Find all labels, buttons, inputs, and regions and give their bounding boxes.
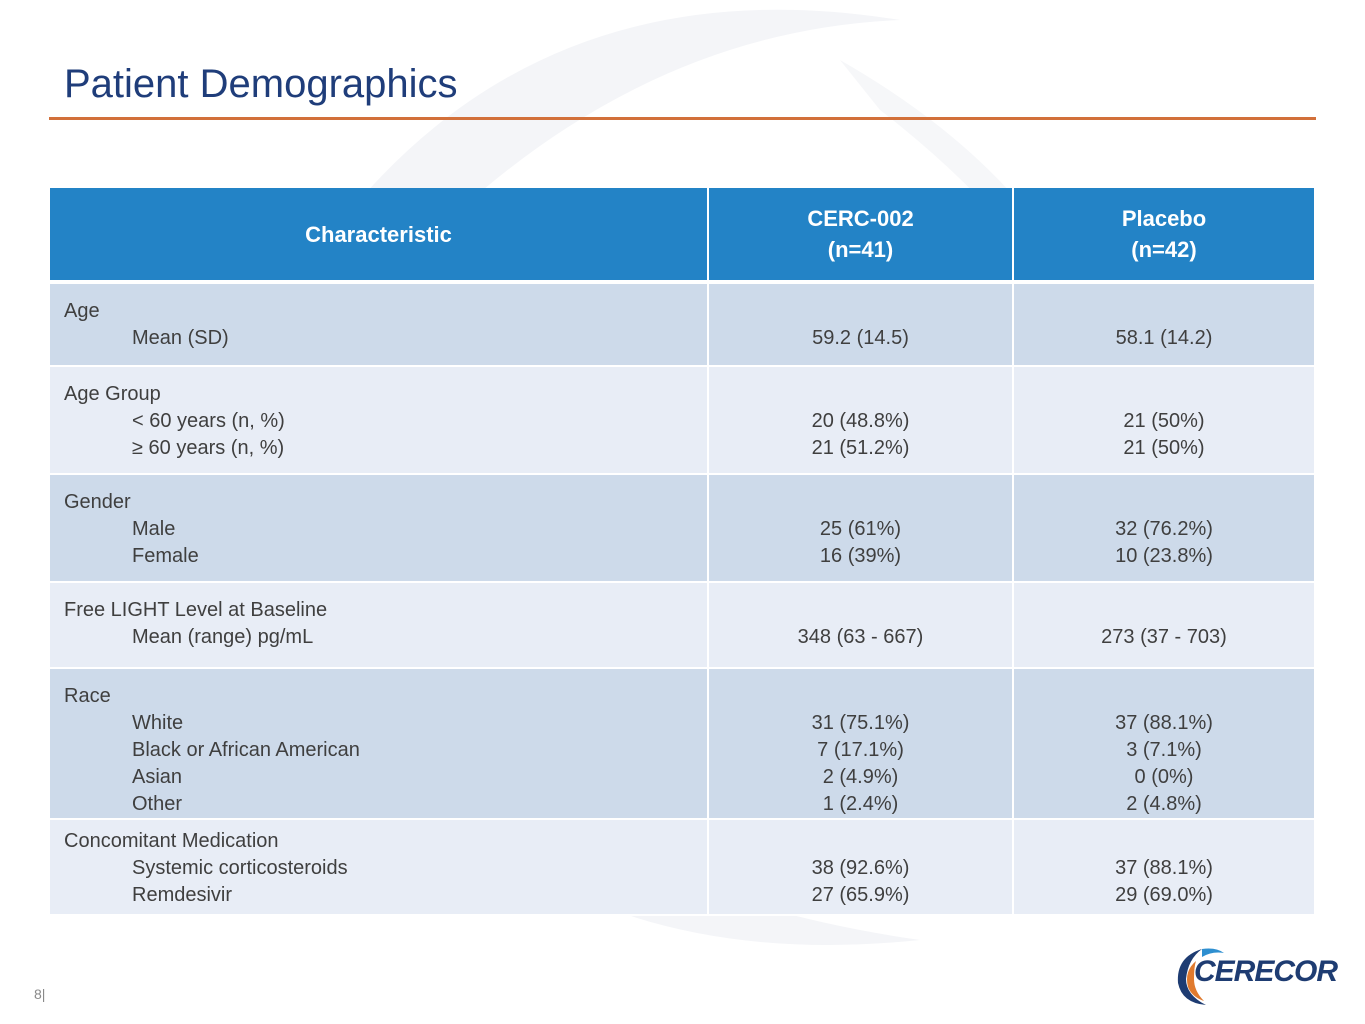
logo-swoosh-icon [1177,948,1224,1005]
category-label: Age Group [64,383,161,405]
characteristic-cell: Concomitant Medication Systemic corticos… [50,819,709,916]
placebo-value-cell: 58.1 (14.2) [1013,282,1314,367]
placebo-value: 21 (50%) [1123,437,1205,459]
table-row-age: Age Mean (SD) 59.2 (14.5) 58.1 (14.2) [50,282,1314,367]
table-row-concomitant-medication: Concomitant Medication Systemic corticos… [50,819,1314,916]
characteristic-cell: Gender Male Female [50,474,709,583]
characteristic-cell: Age Group < 60 years (n, %) ≥ 60 years (… [50,366,709,475]
placebo-value: 37 (88.1%) [1115,712,1213,734]
cerc-value-cell: 31 (75.1%) 7 (17.1%) 2 (4.9%) 1 (2.4%) [708,668,1014,820]
characteristic-cell: Race White Black or African American Asi… [50,668,709,820]
cerc-value: 25 (61%) [819,518,902,540]
placebo-value: 37 (88.1%) [1115,857,1213,879]
cerc-value: 7 (17.1%) [817,739,904,761]
cerc-value: 59.2 (14.5) [812,327,909,349]
characteristic-cell: Free LIGHT Level at Baseline Mean (range… [50,582,709,669]
item-label: Remdesivir [132,884,233,906]
placebo-value: 32 (76.2%) [1115,518,1213,540]
placebo-value: 21 (50%) [1123,410,1205,432]
category-label: Free LIGHT Level at Baseline [64,599,328,621]
item-label: Mean (range) pg/mL [132,626,314,648]
cerc-value: 21 (51.2%) [811,437,910,459]
placebo-value-cell: 37 (88.1%) 29 (69.0%) [1013,819,1314,916]
header-placebo-n: (n=42) [1131,237,1197,262]
placebo-value: 29 (69.0%) [1115,884,1213,906]
cerc-value: 31 (75.1%) [811,712,910,734]
cerc-value: 27 (65.9%) [811,884,910,906]
header-cerc-002: CERC-002 (n=41) [708,188,1014,284]
header-cerc-name: CERC-002 [807,206,914,231]
item-label: Female [132,545,199,567]
cerc-value-cell: 20 (48.8%) 21 (51.2%) [708,366,1014,475]
item-label: Mean (SD) [132,327,229,349]
placebo-value: 2 (4.8%) [1126,793,1202,815]
cerc-value: 2 (4.9%) [822,766,899,788]
item-label: Systemic corticosteroids [132,857,348,879]
cerc-value: 38 (92.6%) [811,857,910,879]
table-row-free-light: Free LIGHT Level at Baseline Mean (range… [50,582,1314,669]
header-placebo-name: Placebo [1121,206,1207,231]
characteristic-cell: Age Mean (SD) [50,282,709,367]
table-row-race: Race White Black or African American Asi… [50,668,1314,820]
item-label: < 60 years (n, %) [132,410,285,432]
demographics-table: Characteristic CERC-002 (n=41) Placebo (… [50,188,1314,916]
category-label: Concomitant Medication [64,830,279,852]
cerc-value: 16 (39%) [819,545,902,567]
cerc-value: 348 (63 - 667) [797,626,924,648]
placebo-value-cell: 21 (50%) 21 (50%) [1013,366,1314,475]
item-label: Other [132,793,183,815]
placebo-value: 10 (23.8%) [1115,545,1213,567]
category-label: Gender [64,491,131,513]
cerc-value: 20 (48.8%) [811,410,910,432]
title-underline [49,117,1316,120]
placebo-value-cell: 273 (37 - 703) [1013,582,1314,669]
cerc-value-cell: 25 (61%) 16 (39%) [708,474,1014,583]
placebo-value: 3 (7.1%) [1126,739,1202,761]
header-characteristic: Characteristic [50,188,709,284]
category-label: Race [64,685,111,707]
cerc-value: 1 (2.4%) [822,793,899,815]
table-header-row: Characteristic CERC-002 (n=41) Placebo (… [50,188,1314,284]
placebo-value: 273 (37 - 703) [1101,626,1227,648]
table-row-age-group: Age Group < 60 years (n, %) ≥ 60 years (… [50,366,1314,475]
cerc-value-cell: 38 (92.6%) 27 (65.9%) [708,819,1014,916]
item-label: Black or African American [132,739,360,761]
placebo-value: 58.1 (14.2) [1115,327,1213,349]
item-label: Male [132,518,176,540]
item-label: White [132,712,184,734]
placebo-value: 0 (0%) [1134,766,1194,788]
cerc-value-cell: 59.2 (14.5) [708,282,1014,367]
page-title: Patient Demographics [64,62,458,106]
logo-text: CERECOR [1194,955,1338,988]
page-number: 8| [34,986,46,1002]
category-label: Age [64,300,100,322]
item-label: Asian [132,766,183,788]
item-label: ≥ 60 years (n, %) [132,437,285,459]
placebo-value-cell: 32 (76.2%) 10 (23.8%) [1013,474,1314,583]
placebo-value-cell: 37 (88.1%) 3 (7.1%) 0 (0%) 2 (4.8%) [1013,668,1314,820]
cerc-value-cell: 348 (63 - 667) [708,582,1014,669]
header-cerc-n: (n=41) [827,237,894,262]
cerecor-logo: CERECOR [1172,945,1338,1007]
table-row-gender: Gender Male Female 25 (61%) 16 (39%) 32 … [50,474,1314,583]
header-placebo: Placebo (n=42) [1013,188,1314,284]
